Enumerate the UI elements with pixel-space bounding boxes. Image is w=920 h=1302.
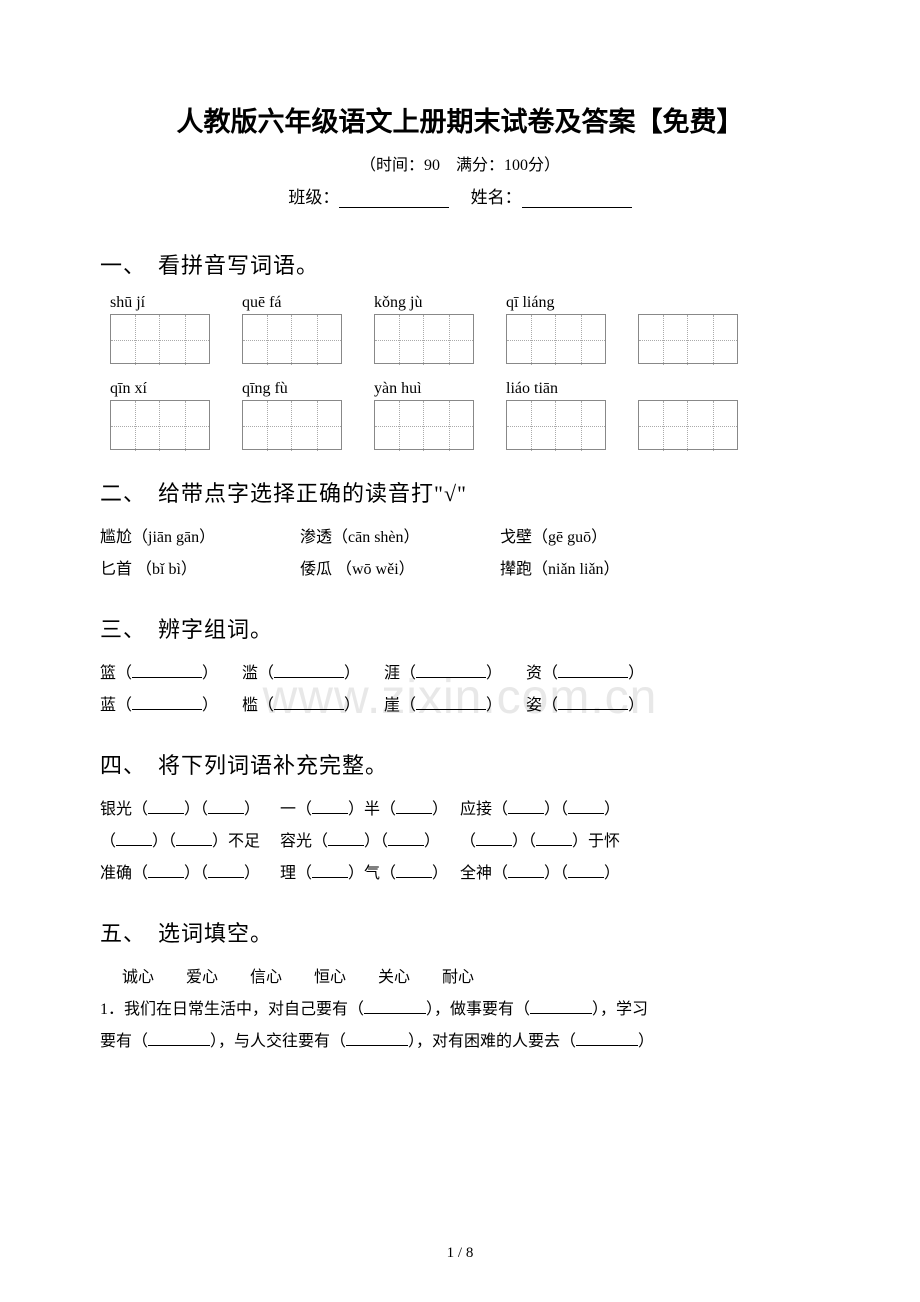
- pinyin-item: kǒng jù: [374, 294, 506, 312]
- section-3-title: 三、 辨字组词。: [100, 612, 820, 644]
- section-1-title: 一、 看拼音写词语。: [100, 248, 820, 280]
- char-box-pair: [242, 400, 342, 450]
- class-label: 班级：: [288, 188, 339, 207]
- pinyin-item: yàn huì: [374, 380, 506, 398]
- pinyin-item: qīng fù: [242, 380, 374, 398]
- pronunciation-item: 撵跑（niǎn liǎn）: [500, 554, 700, 586]
- pinyin-item: quē fá: [242, 294, 374, 312]
- pinyin-item: qī liáng: [506, 294, 638, 312]
- word-formation-row: 蓝（） 槛（） 崖（） 姿（）: [100, 690, 820, 722]
- char-box-pair: [506, 314, 606, 364]
- section-5-words: 诚心 爱心 信心 恒心 关心 耐心: [106, 962, 820, 994]
- pinyin-item: qīn xí: [110, 380, 242, 398]
- char-box-pair: [374, 314, 474, 364]
- pinyin-item: shū jí: [110, 294, 242, 312]
- section-4-content: 银光（）（） 一（）半（） 应接（）（） （）（）不足 容光（）（） （）（）于…: [100, 794, 820, 890]
- pronunciation-item: 倭瓜 （wō wěi）: [300, 554, 500, 586]
- pronunciation-item: 匕首 （bǐ bì）: [100, 554, 300, 586]
- idiom-row: （）（）不足 容光（）（） （）（）于怀: [100, 826, 820, 858]
- class-blank: [339, 190, 449, 208]
- char-box-pair: [638, 400, 738, 450]
- char-box-row-2: [110, 400, 820, 450]
- page-content: 人教版六年级语文上册期末试卷及答案【免费】 （时间：90 满分：100分） 班级…: [100, 100, 820, 1058]
- section-5-question-1: 1．我们在日常生活中，对自己要有（），做事要有（），学习: [100, 994, 820, 1026]
- word-formation-row: 篮（） 滥（） 涯（） 资（）: [100, 658, 820, 690]
- student-info-line: 班级： 姓名：: [100, 183, 820, 208]
- idiom-row: 银光（）（） 一（）半（） 应接（）（）: [100, 794, 820, 826]
- section-5-question-1-cont: 要有（），与人交往要有（），对有困难的人要去（）: [100, 1026, 820, 1058]
- char-box-pair: [506, 400, 606, 450]
- char-box-row-1: [110, 314, 820, 364]
- char-box-pair: [242, 314, 342, 364]
- section-4-title: 四、 将下列词语补充完整。: [100, 748, 820, 780]
- section-5-title: 五、 选词填空。: [100, 916, 820, 948]
- char-box-pair: [110, 314, 210, 364]
- page-number: 1 / 8: [447, 1245, 474, 1262]
- pronunciation-item: 尴尬（jiān gān）: [100, 522, 300, 554]
- section-2-content: 尴尬（jiān gān） 渗透（cān shèn） 戈壁（gē guō） 匕首 …: [100, 522, 820, 586]
- page-subtitle: （时间：90 满分：100分）: [100, 151, 820, 175]
- char-box-pair: [374, 400, 474, 450]
- pronunciation-item: 戈壁（gē guō）: [500, 522, 700, 554]
- char-box-pair: [638, 314, 738, 364]
- char-box-pair: [110, 400, 210, 450]
- pinyin-row-1: shū jí quē fá kǒng jù qī liáng: [110, 294, 820, 312]
- pinyin-item: liáo tiān: [506, 380, 638, 398]
- section-3-content: 篮（） 滥（） 涯（） 资（） 蓝（） 槛（） 崖（） 姿（）: [100, 658, 820, 722]
- pinyin-row-2: qīn xí qīng fù yàn huì liáo tiān: [110, 380, 820, 398]
- name-label: 姓名：: [454, 188, 522, 207]
- page-title: 人教版六年级语文上册期末试卷及答案【免费】: [100, 100, 820, 139]
- idiom-row: 准确（）（） 理（）气（） 全神（）（）: [100, 858, 820, 890]
- name-blank: [522, 190, 632, 208]
- pronunciation-item: 渗透（cān shèn）: [300, 522, 500, 554]
- section-2-title: 二、 给带点字选择正确的读音打"√": [100, 476, 820, 508]
